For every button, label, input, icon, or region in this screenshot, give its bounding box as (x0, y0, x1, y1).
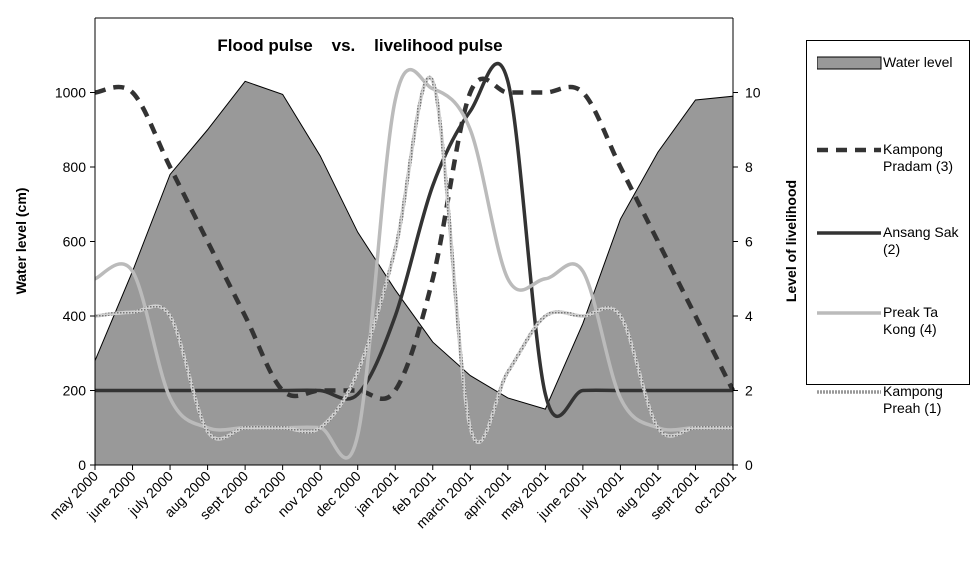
legend-item: Ansang Sak (2) (817, 224, 969, 258)
livelihood-line (94, 76, 733, 445)
y2-tick-label: 6 (745, 234, 753, 250)
y-tick-label: 400 (63, 308, 87, 324)
livelihood-line (95, 61, 733, 419)
y-tick-label: 1000 (55, 85, 86, 101)
legend-label: Kampong Preah (1) (883, 383, 943, 416)
y-axis-label: Water level (cm) (13, 188, 29, 295)
y-tick-label: 600 (63, 234, 87, 250)
y-tick-label: 800 (63, 159, 87, 175)
legend-item: Kampong Preah (1) (817, 383, 969, 417)
y2-tick-label: 0 (745, 457, 753, 473)
y-tick-label: 0 (78, 457, 86, 473)
y2-tick-label: 8 (745, 159, 753, 175)
legend-label: Ansang Sak (2) (883, 224, 959, 257)
livelihood-line (94, 76, 736, 401)
legend: Water level Kampong Pradam (3) Ansang Sak … (806, 40, 970, 416)
legend-key (817, 311, 881, 315)
legend-swatch (817, 56, 882, 70)
legend-key (817, 147, 881, 153)
legend-item: Water level (817, 54, 969, 72)
legend-key (817, 231, 881, 235)
legend-item: Kampong Pradam (3) (817, 141, 969, 175)
legend-label: Water level (883, 54, 953, 70)
legend-key (817, 390, 881, 394)
legend-label: Kampong Pradam (3) (883, 141, 954, 174)
legend-item: Preak Ta Kong (4) (817, 304, 969, 338)
y2-axis-label: Level of livelihood (783, 180, 799, 302)
legend-label: Preak Ta Kong (4) (883, 304, 938, 337)
y2-tick-label: 2 (745, 383, 753, 399)
water-area (94, 80, 734, 466)
chart-title: Flood pulse vs. livelihood pulse (217, 36, 502, 55)
livelihood-line (94, 68, 733, 460)
legend-key (817, 56, 882, 70)
y2-tick-label: 4 (745, 308, 753, 324)
y-tick-label: 200 (63, 383, 87, 399)
y2-tick-label: 10 (745, 85, 761, 101)
